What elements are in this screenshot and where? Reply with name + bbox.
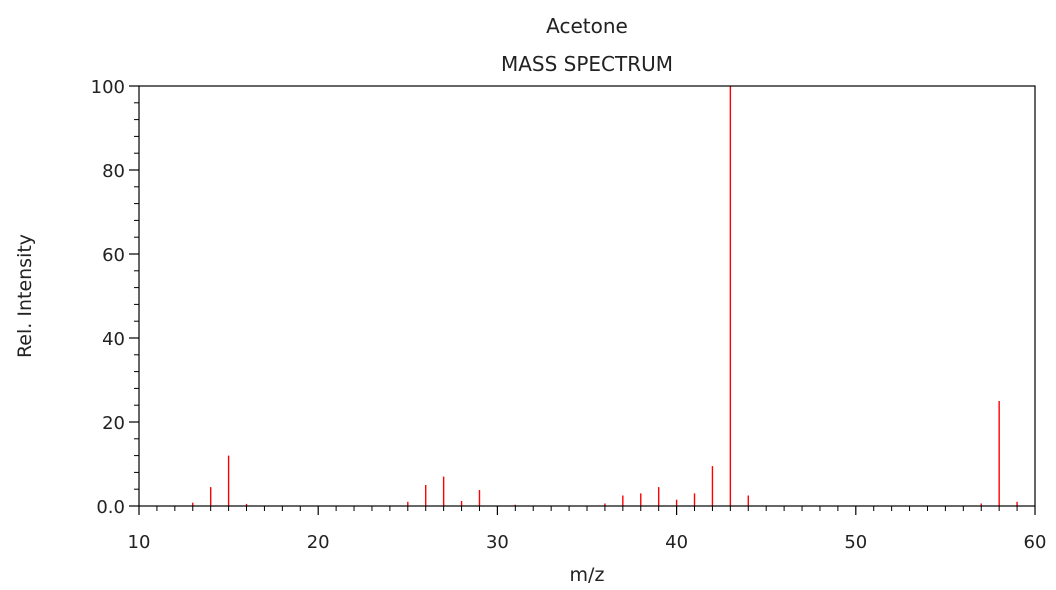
x-tick-label: 60 bbox=[1024, 532, 1047, 553]
y-axis-label: Rel. Intensity bbox=[14, 234, 36, 358]
y-tick-label: 80 bbox=[102, 161, 125, 182]
y-tick-label: 40 bbox=[102, 329, 125, 350]
chart-subtitle: MASS SPECTRUM bbox=[501, 52, 673, 76]
x-tick-label: 20 bbox=[307, 532, 330, 553]
axis-ticks: 10 20 30 40 50 60 0.0 20 40 60 80 100 bbox=[91, 77, 1047, 553]
chart-title: Acetone bbox=[546, 14, 628, 38]
x-tick-label: 10 bbox=[128, 532, 151, 553]
x-axis-label: m/z bbox=[570, 564, 605, 586]
x-tick-label: 40 bbox=[665, 532, 688, 553]
y-tick-label: 100 bbox=[91, 77, 125, 98]
y-tick-label: 20 bbox=[102, 413, 125, 434]
x-tick-label: 50 bbox=[844, 532, 867, 553]
x-tick-label: 30 bbox=[486, 532, 509, 553]
plot-area-frame bbox=[138, 85, 1036, 507]
spectrum-peaks bbox=[192, 86, 1018, 506]
y-tick-label: 0.0 bbox=[96, 497, 125, 518]
y-tick-label: 60 bbox=[102, 245, 125, 266]
